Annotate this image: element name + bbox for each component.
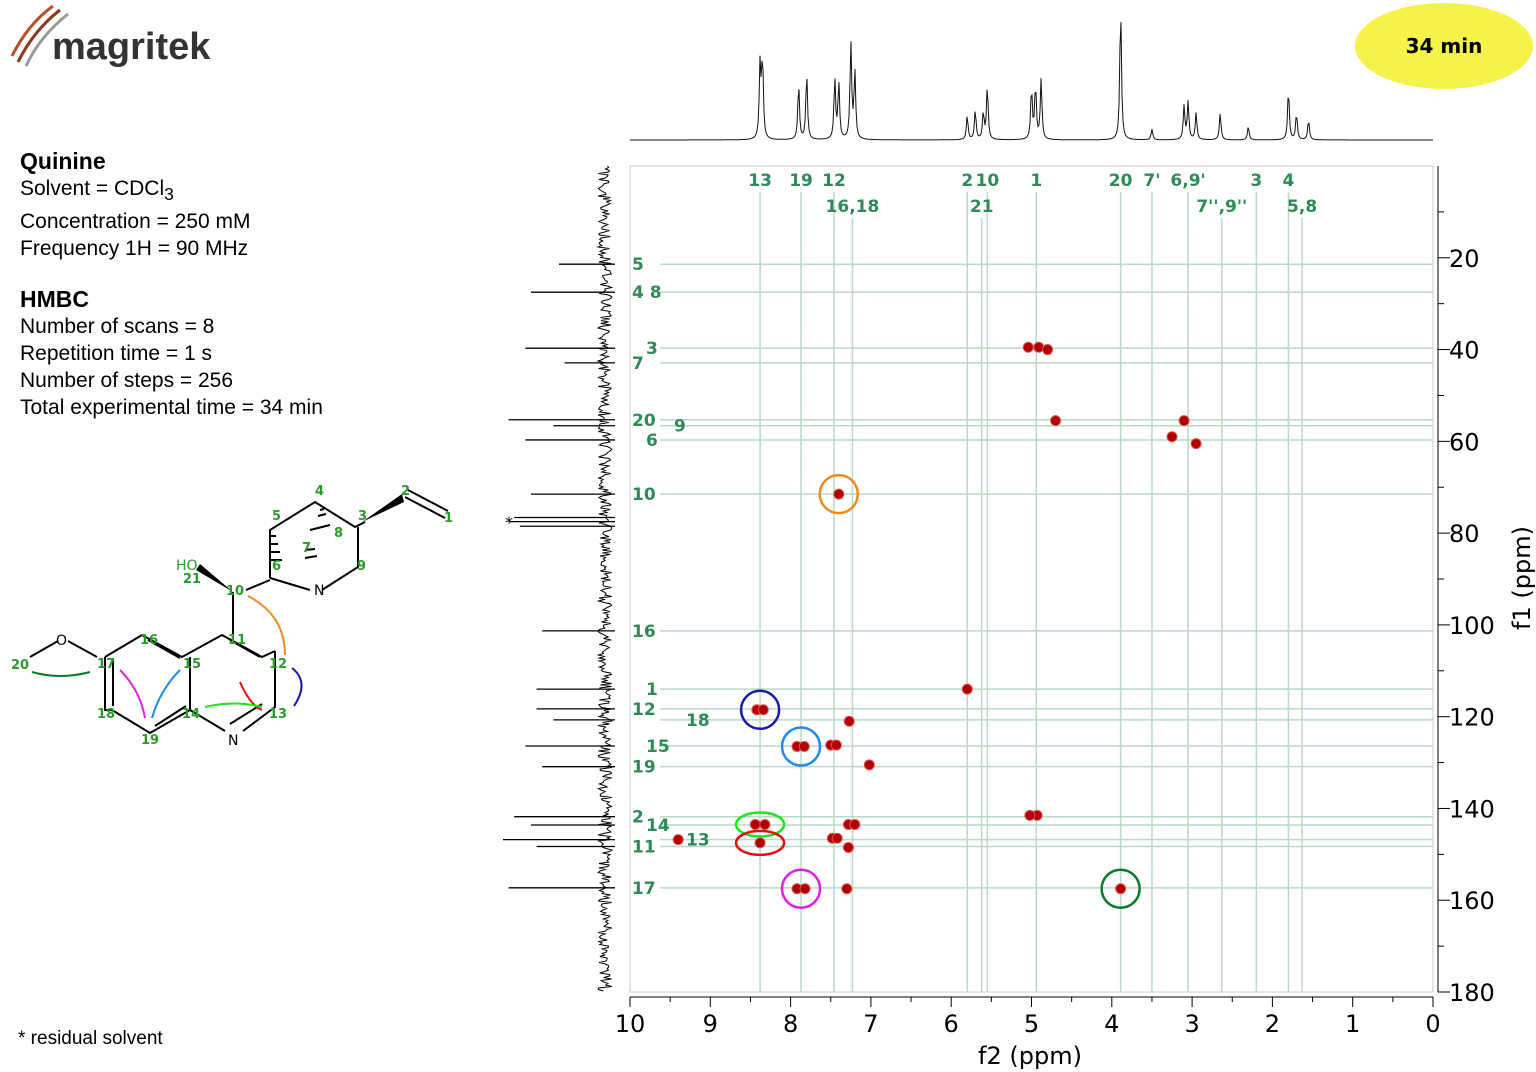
residual-solvent-marker: *	[505, 513, 513, 532]
y-tick-label: 60	[1449, 428, 1480, 456]
cross-peak	[760, 820, 770, 830]
plot-frame	[630, 166, 1433, 992]
x-tick-label: 2	[1265, 1010, 1280, 1038]
y-tick-label: 20	[1449, 245, 1480, 273]
f1-assignment-label: 12	[632, 700, 656, 720]
f1-assignment-label: 15	[646, 737, 670, 757]
x-axis-label: f2 (ppm)	[978, 1042, 1082, 1070]
cross-peak	[1023, 342, 1033, 352]
cross-peak	[962, 684, 972, 694]
f1-assignment-label: 5	[632, 255, 644, 275]
cross-peak	[832, 833, 842, 843]
x-tick-label: 1	[1345, 1010, 1360, 1038]
f1-assignment-label: 9	[674, 417, 686, 437]
x-tick-label: 6	[944, 1010, 959, 1038]
f2-assignment-label: 4	[1283, 171, 1295, 191]
y-tick-label: 180	[1449, 979, 1495, 1007]
f1-assignment-label: 3	[646, 339, 658, 359]
f1-assignment-label: 14	[646, 816, 670, 836]
f2-assignment-label: 10	[975, 171, 999, 191]
cross-peak	[850, 820, 860, 830]
f1-assignment-label: 10	[632, 485, 656, 505]
cross-peak	[673, 835, 683, 845]
y-tick-label: 40	[1449, 337, 1480, 365]
f2-assignment-label: 19	[789, 171, 813, 191]
f2-assignment-label: 16,18	[826, 197, 880, 217]
y-tick-label: 160	[1449, 887, 1495, 915]
f1-assignment-label: 13	[686, 831, 710, 851]
y-tick-label: 140	[1449, 795, 1495, 823]
cross-peak	[1167, 432, 1177, 442]
cross-peak	[1116, 884, 1126, 894]
cross-peak	[842, 884, 852, 894]
f1-assignment-label: 1	[646, 680, 658, 700]
cross-peak	[831, 740, 841, 750]
y-axis-label: f1 (ppm)	[1508, 526, 1536, 630]
f1-assignment-label: 2	[632, 808, 644, 828]
x-tick-label: 3	[1184, 1010, 1199, 1038]
f1-projection-noise	[598, 166, 612, 991]
f1-assignment-label: 16	[632, 622, 656, 642]
f2-assignment-label: 20	[1109, 171, 1133, 191]
cross-peak	[750, 820, 760, 830]
cross-peak	[1025, 810, 1035, 820]
f2-assignment-label: 7'',9''	[1196, 197, 1247, 217]
x-tick-label: 8	[783, 1010, 798, 1038]
f2-assignment-label: 6,9'	[1170, 171, 1205, 191]
f1-assignment-label: 18	[686, 711, 710, 731]
f2-assignment-label: 12	[822, 171, 846, 191]
x-tick-label: 10	[615, 1010, 646, 1038]
y-tick-label: 120	[1449, 704, 1495, 732]
f1-assignment-label: 7	[632, 354, 644, 374]
f2-assignment-label: 3	[1250, 171, 1262, 191]
f2-assignment-label: 21	[970, 197, 994, 217]
cross-peak	[1051, 416, 1061, 426]
f1-assignment-label: 17	[632, 879, 656, 899]
cross-peak	[758, 705, 768, 715]
x-tick-label: 7	[863, 1010, 878, 1038]
f2-projection-trace	[630, 22, 1433, 140]
f2-assignment-label: 1	[1030, 171, 1042, 191]
cross-peak	[834, 489, 844, 499]
cross-peak	[1043, 345, 1053, 355]
f2-assignment-label: 2	[961, 171, 973, 191]
x-tick-label: 9	[703, 1010, 718, 1038]
cross-peak	[799, 741, 809, 751]
y-tick-label: 80	[1449, 520, 1480, 548]
cross-peak	[843, 842, 853, 852]
f1-assignment-label: 11	[632, 838, 656, 858]
cross-peak	[1179, 416, 1189, 426]
cross-peak	[844, 716, 854, 726]
x-tick-label: 4	[1104, 1010, 1119, 1038]
x-tick-label: 5	[1024, 1010, 1039, 1038]
cross-peak	[864, 760, 874, 770]
cross-peak	[755, 838, 765, 848]
f1-assignment-label: 4 8	[632, 283, 662, 303]
f2-assignment-label: 7'	[1143, 171, 1160, 191]
f1-assignment-label: 19	[632, 758, 656, 778]
f2-assignment-label: 5,8	[1287, 197, 1317, 217]
x-tick-label: 0	[1425, 1010, 1440, 1038]
cross-peak	[800, 884, 810, 894]
f2-assignment-label: 13	[748, 171, 772, 191]
f1-assignment-label: 20	[632, 411, 656, 431]
y-tick-label: 100	[1449, 612, 1495, 640]
f1-assignment-label: 6	[646, 431, 658, 451]
cross-peak	[1191, 439, 1201, 449]
